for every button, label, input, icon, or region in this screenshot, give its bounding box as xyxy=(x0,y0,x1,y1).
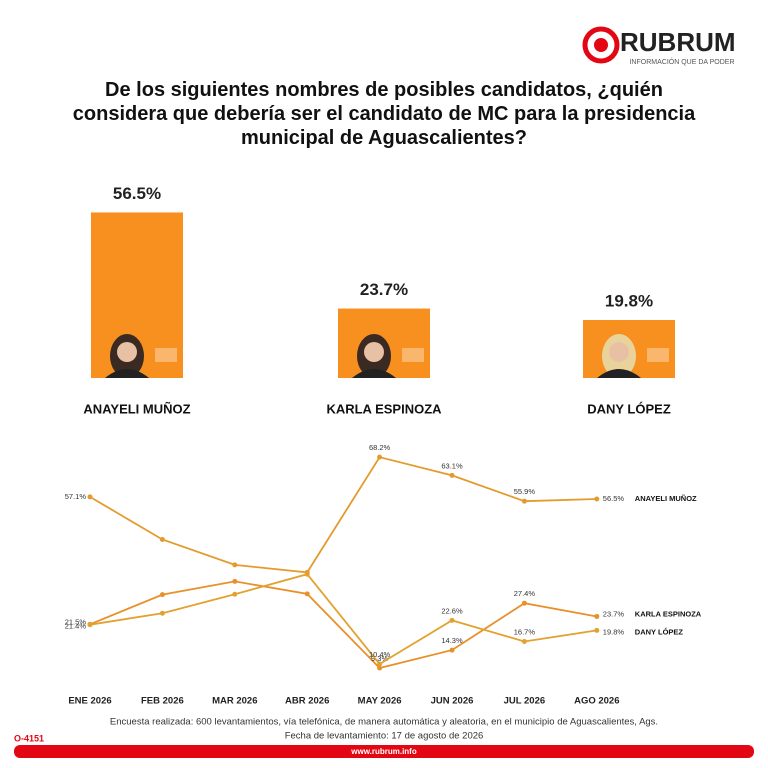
point xyxy=(232,562,238,568)
category-label: DANY LÓPEZ xyxy=(587,401,671,416)
party-logo xyxy=(402,348,424,362)
data-label: 19.8% xyxy=(603,627,625,636)
data-label: 22.6% xyxy=(441,606,463,615)
data-label: 10.4% xyxy=(369,650,391,659)
code: O-4151 xyxy=(14,733,44,743)
logo-ring xyxy=(582,26,620,64)
data-label: 23.7% xyxy=(603,609,625,618)
x-tick-label: MAR 2026 xyxy=(212,696,257,707)
data-label: 63.1% xyxy=(441,461,463,470)
point xyxy=(521,600,527,606)
point xyxy=(159,592,165,598)
point xyxy=(449,647,455,653)
portrait-body xyxy=(597,369,641,378)
data-label: 9.3% xyxy=(371,654,388,663)
category-label: KARLA ESPINOZA xyxy=(326,401,442,416)
x-tick-label: ENE 2026 xyxy=(68,696,111,707)
title-box: De los siguientes nombres de posibles ca… xyxy=(72,79,696,149)
point xyxy=(159,610,165,616)
survey-date: Fecha de levantamiento: 17 de agosto de … xyxy=(285,731,484,742)
data-label: 16.7% xyxy=(514,627,536,636)
x-tick-label: JUL 2026 xyxy=(504,696,546,707)
point xyxy=(304,571,310,577)
data-label: 56.5% xyxy=(603,494,625,503)
x-tick-label: AGO 2026 xyxy=(574,696,619,707)
series-name: DANY LÓPEZ xyxy=(635,627,684,636)
point xyxy=(159,536,165,542)
point xyxy=(87,622,93,628)
data-label: 21.4% xyxy=(65,622,87,631)
series-line xyxy=(89,580,597,669)
point xyxy=(377,454,383,460)
data-label: 57.1% xyxy=(65,492,87,501)
data-label: 55.9% xyxy=(514,487,536,496)
party-logo xyxy=(155,348,177,362)
tagline: INFORMACIÓN QUE DA PODER xyxy=(629,57,734,66)
value-label: 19.8% xyxy=(605,291,653,310)
charts: 56.5% ANAYELI MUÑOZ 23.7% KARLA ESPINOZA 19.… xyxy=(65,184,702,707)
data-label: 14.3% xyxy=(441,636,463,645)
point xyxy=(377,661,383,667)
url: www.rubrum.info xyxy=(350,747,417,756)
portrait-face xyxy=(117,342,137,362)
data-label: 68.2% xyxy=(369,443,391,452)
portrait-face xyxy=(609,342,629,362)
point xyxy=(377,665,383,671)
data-label: 21.5% xyxy=(65,617,87,626)
point xyxy=(594,613,600,619)
series-name: KARLA ESPINOZA xyxy=(635,609,702,618)
x-tick-label: MAY 2026 xyxy=(358,696,402,707)
point xyxy=(594,496,600,502)
logo-dot xyxy=(594,38,608,52)
value-label: 56.5% xyxy=(113,184,161,203)
series-line xyxy=(89,456,597,574)
x-tick-label: ABR 2026 xyxy=(285,696,329,707)
portrait-body xyxy=(352,369,396,378)
footer-bar xyxy=(14,745,754,758)
point xyxy=(521,498,527,504)
brand: RUBRUM xyxy=(620,27,736,57)
point xyxy=(449,617,455,623)
point xyxy=(232,591,238,597)
series-name: ANAYELI MUÑOZ xyxy=(635,494,697,503)
point xyxy=(232,578,238,584)
series-line xyxy=(89,573,597,666)
survey-note: Encuesta realizada: 600 levantamientos, … xyxy=(110,717,658,728)
category-label: ANAYELI MUÑOZ xyxy=(83,401,190,416)
party-logo xyxy=(647,348,669,362)
chart-title: De los siguientes nombres de posibles ca… xyxy=(72,79,696,149)
data-label: 27.4% xyxy=(514,589,536,598)
x-tick-label: JUN 2026 xyxy=(431,696,474,707)
portrait-face xyxy=(364,342,384,362)
x-tick-label: FEB 2026 xyxy=(141,696,184,707)
point xyxy=(594,627,600,633)
portrait-body xyxy=(105,369,149,378)
logo: RUBRUM INFORMACIÓN QUE DA PODER xyxy=(582,26,736,66)
point xyxy=(449,472,455,478)
value-label: 23.7% xyxy=(360,280,408,299)
point xyxy=(87,494,93,500)
point xyxy=(304,591,310,597)
point xyxy=(521,639,527,645)
